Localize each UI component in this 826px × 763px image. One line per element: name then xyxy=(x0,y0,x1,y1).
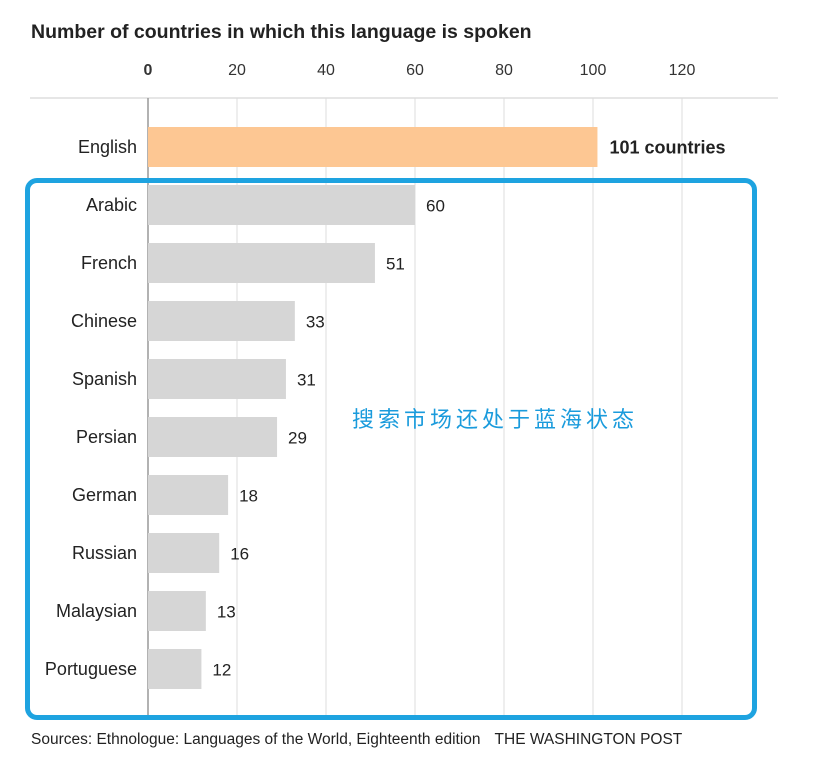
category-label: Spanish xyxy=(72,369,137,389)
value-label: 60 xyxy=(426,197,445,216)
x-tick-label: 80 xyxy=(495,62,513,79)
footer: Sources: Ethnologue: Languages of the Wo… xyxy=(31,731,682,749)
value-label: 18 xyxy=(239,487,258,506)
value-label: 13 xyxy=(217,603,236,622)
category-labels: English Arabic French Chinese Spanish Persian… xyxy=(45,137,137,679)
bar-spanish xyxy=(148,359,286,399)
credit-text: THE WASHINGTON POST xyxy=(494,731,683,748)
category-label: Portuguese xyxy=(45,659,137,679)
source-text: Sources: Ethnologue: Languages of the Wo… xyxy=(31,731,481,748)
x-tick-label: 20 xyxy=(228,62,246,79)
x-tick-labels: 0 20 40 60 80 100 120 xyxy=(144,62,696,79)
value-label: 31 xyxy=(297,371,316,390)
category-label: Russian xyxy=(72,543,137,563)
x-tick-label: 120 xyxy=(669,62,696,79)
value-label: 16 xyxy=(230,545,249,564)
annotation-text: 搜索市场还处于蓝海状态 xyxy=(352,408,639,433)
category-label: Malaysian xyxy=(56,601,137,621)
category-label: English xyxy=(78,137,137,157)
category-label: Persian xyxy=(76,427,137,447)
value-label: 12 xyxy=(212,661,231,680)
value-label: 51 xyxy=(386,255,405,274)
category-label: German xyxy=(72,485,137,505)
bar-french xyxy=(148,243,375,283)
bar-portuguese xyxy=(148,649,202,689)
value-label: 29 xyxy=(288,429,307,448)
bar-persian xyxy=(148,417,278,457)
bar-arabic xyxy=(148,185,415,225)
x-tick-label: 60 xyxy=(406,62,424,79)
chart-title: Number of countries in which this langua… xyxy=(31,21,532,43)
value-label: 101 countries xyxy=(609,138,725,158)
bar-english xyxy=(148,127,598,167)
value-labels: 101 countries 60 51 33 31 29 18 16 13 12 xyxy=(212,138,725,680)
category-label: Chinese xyxy=(71,311,137,331)
value-label: 33 xyxy=(306,313,325,332)
bar-german xyxy=(148,475,229,515)
category-label: Arabic xyxy=(86,195,137,215)
bar-chinese xyxy=(148,301,295,341)
x-tick-label: 0 xyxy=(144,62,153,79)
bars xyxy=(148,127,598,689)
bar-russian xyxy=(148,533,220,573)
bar-malaysian xyxy=(148,591,206,631)
category-label: French xyxy=(81,253,137,273)
x-tick-label: 40 xyxy=(317,62,335,79)
x-tick-label: 100 xyxy=(580,62,607,79)
